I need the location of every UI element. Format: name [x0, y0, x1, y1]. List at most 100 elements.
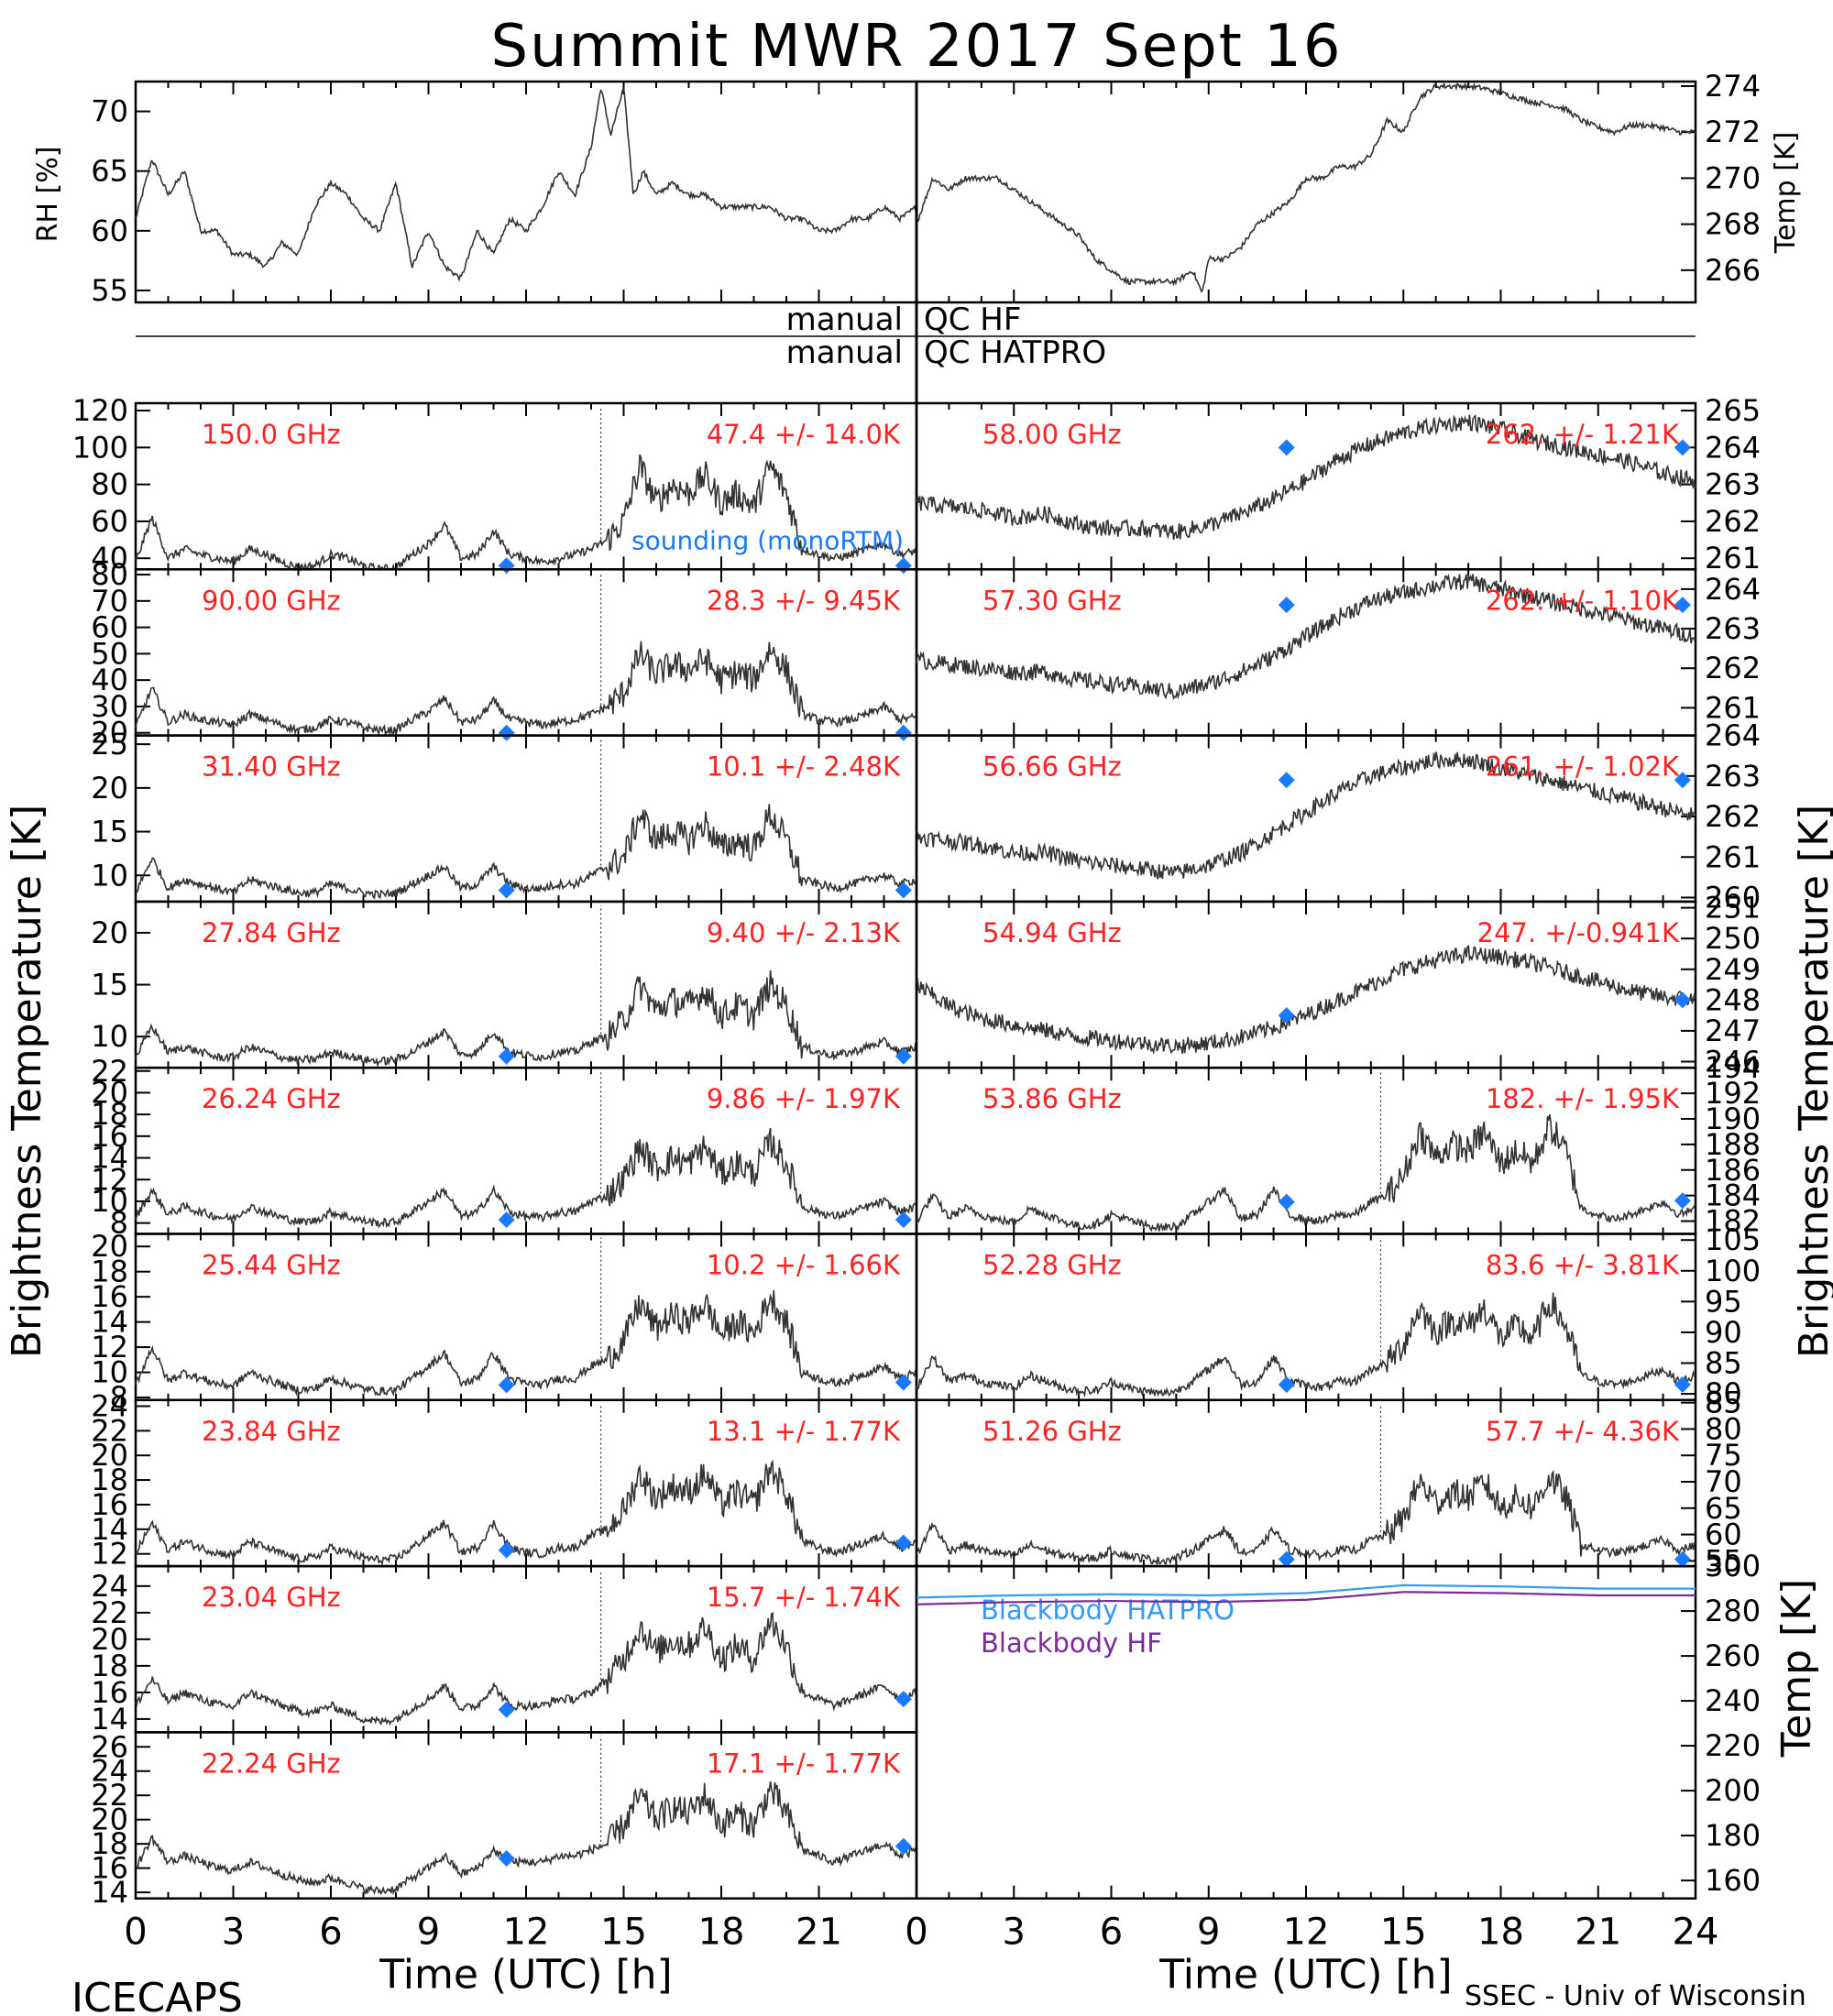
y-tick-label: 10	[91, 1184, 128, 1219]
x-tick-label: 0	[124, 1912, 147, 1954]
x-tick-label: 0	[905, 1912, 927, 1954]
y-tick-label: 15	[91, 815, 128, 849]
sounding-marker	[1674, 597, 1691, 614]
x-tick-label: 6	[319, 1912, 342, 1954]
y-tick-label: 200	[1705, 1773, 1761, 1808]
y-tick-label: 60	[91, 504, 128, 539]
y-tick-label: 30	[91, 689, 128, 724]
y-tick-label: 70	[91, 584, 128, 619]
channel-label: 23.84 GHz	[202, 1416, 341, 1447]
y-tick-label: 50	[91, 636, 128, 671]
sounding-marker	[498, 1701, 515, 1718]
y-tick-label: 70	[91, 94, 128, 129]
y-tick-label: 10	[91, 1019, 128, 1054]
y-tick-label: 263	[1705, 759, 1761, 794]
x-axis-label-left: Time (UTC) [h]	[379, 1952, 672, 1999]
channel-label: 58.00 GHz	[982, 419, 1122, 450]
y-tick-label: 264	[1705, 718, 1761, 753]
y-tick-label: 90	[1705, 1315, 1742, 1350]
sounding-marker	[1278, 1376, 1295, 1394]
channel-stats: 15.7 +/- 1.74K	[707, 1582, 901, 1613]
y-tick-label: 26	[91, 1729, 128, 1764]
series-trace	[135, 454, 917, 573]
qc-manual-label-2: manual	[786, 334, 903, 371]
y-tick-label: 261	[1705, 690, 1761, 725]
x-tick-label: 12	[503, 1912, 550, 1954]
y-tick-label: 248	[1705, 982, 1761, 1017]
series-trace	[916, 751, 1696, 880]
series-trace	[135, 970, 917, 1068]
y-tick-label: 247	[1705, 1013, 1761, 1048]
y-tick-label: 25	[91, 727, 128, 761]
x-tick-label: 15	[600, 1912, 647, 1954]
y-tick-label: 18	[91, 1463, 128, 1497]
sounding-marker	[1278, 1193, 1295, 1211]
panel-ch_31: 10 15 20 25 31.40 GHz 10.1 +/- 2.48K	[91, 727, 918, 904]
x-tick-label: 21	[796, 1912, 842, 1954]
y-tick-label: 105	[1705, 1222, 1761, 1257]
panel-ylabel: RH [%]	[32, 147, 64, 243]
channel-stats: 9.86 +/- 1.97K	[707, 1083, 901, 1114]
sounding-marker	[895, 1211, 912, 1229]
y-tick-label: 262	[1705, 504, 1761, 539]
series-trace	[135, 87, 917, 282]
x-tick-label: 6	[1100, 1912, 1123, 1954]
y-tick-label: 18	[91, 1097, 128, 1132]
y-tick-label: 12	[91, 1537, 128, 1572]
y-tick-label: 16	[91, 1487, 128, 1522]
series-trace	[916, 1292, 1696, 1397]
y-tick-label: 188	[1705, 1127, 1761, 1162]
y-tick-label: 40	[91, 541, 128, 575]
panel-blackbody: 160 180 200 220 240 260 280 300 Blackbody HATPRO…	[915, 1549, 1820, 1900]
channel-label: 90.00 GHz	[202, 585, 341, 616]
channel-label: 25.44 GHz	[202, 1250, 341, 1281]
y-tick-label: 24	[91, 1389, 128, 1424]
y-tick-label: 65	[91, 154, 128, 189]
y-tick-label: 16	[91, 1279, 128, 1314]
footer-left: ICECAPS	[71, 1975, 243, 2016]
y-tick-label: 262	[1705, 651, 1761, 685]
channel-stats: 9.40 +/- 2.13K	[707, 917, 901, 948]
y-tick-label: 260	[1705, 1638, 1761, 1673]
y-tick-label: 10	[91, 858, 128, 893]
panel-frame	[134, 80, 918, 304]
y-tick-label: 194	[1705, 1050, 1761, 1085]
series-trace	[135, 641, 917, 738]
channel-label: 23.04 GHz	[202, 1582, 341, 1613]
y-tick-label: 192	[1705, 1076, 1761, 1111]
x-tick-label: 18	[1477, 1912, 1524, 1954]
sounding-marker	[1674, 1550, 1691, 1568]
y-tick-label: 15	[91, 968, 128, 1003]
qc-hf-label: QC HF	[924, 301, 1021, 338]
sounding-marker	[895, 1047, 912, 1065]
y-tick-label: 22	[91, 1413, 128, 1448]
y-tick-label: 12	[91, 1330, 128, 1364]
y-tick-label: 272	[1705, 115, 1761, 149]
y-tick-label: 20	[91, 915, 128, 950]
channel-stats: 10.2 +/- 1.66K	[707, 1250, 901, 1281]
panel-ylabel: Temp [K]	[1770, 132, 1802, 255]
series-trace	[916, 1469, 1696, 1567]
y-tick-label: 95	[1705, 1284, 1742, 1319]
y-tick-label: 8	[110, 1380, 128, 1415]
y-tick-label: 184	[1705, 1178, 1761, 1213]
y-tick-label: 264	[1705, 430, 1761, 465]
sounding-marker	[895, 1534, 912, 1551]
sounding-marker	[498, 1047, 515, 1065]
sounding-marker	[1278, 1007, 1295, 1024]
y-tick-label: 14	[91, 1141, 128, 1176]
channel-label: 57.30 GHz	[982, 585, 1122, 616]
y-tick-label: 300	[1705, 1549, 1761, 1583]
sounding-marker	[895, 557, 912, 575]
channel-label: 51.26 GHz	[982, 1416, 1122, 1447]
panel-temp: 266 268 270 272 274 Temp [K]	[915, 69, 1802, 304]
x-tick-label: 15	[1380, 1912, 1427, 1954]
x-axis-label-right: Time (UTC) [h]	[1158, 1952, 1452, 1999]
